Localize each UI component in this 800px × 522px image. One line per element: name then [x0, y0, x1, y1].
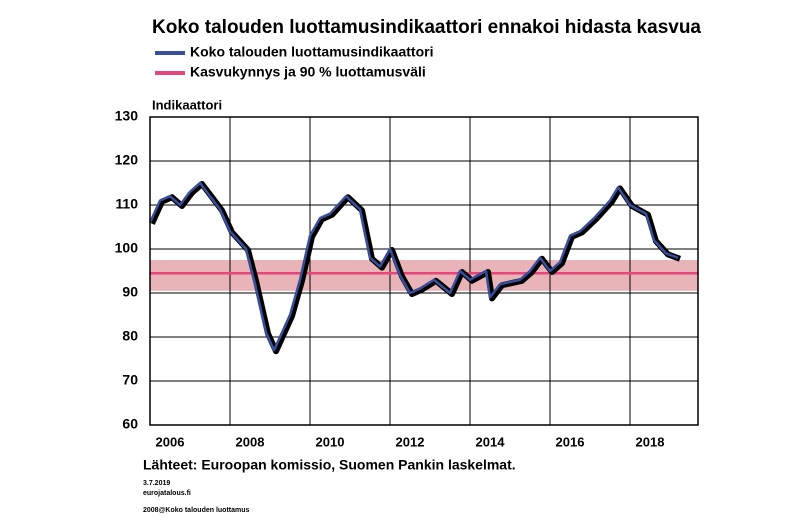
- y-axis-label: Indikaattori: [152, 97, 222, 112]
- line: [148, 181, 679, 352]
- y-tick-label: 90: [122, 284, 138, 300]
- y-tick-label: 110: [115, 196, 138, 212]
- y-tick-label: 120: [115, 152, 139, 168]
- y-tick-label: 100: [115, 240, 139, 256]
- source: Lähteet: Euroopan komissio, Suomen Panki…: [143, 457, 516, 473]
- x-tick-label: 2014: [476, 434, 506, 449]
- legend-label: Kasvukynnys ja 90 % luottamusväli: [190, 64, 426, 80]
- x-tick-label: 2012: [396, 434, 425, 449]
- footnote: 2008@Koko talouden luottamus: [143, 507, 250, 514]
- x-tick-label: 2018: [636, 434, 665, 449]
- x-tick-label: 2010: [316, 434, 345, 449]
- footnote: 3.7.2019: [143, 480, 170, 487]
- x-tick-label: 2008: [236, 434, 265, 449]
- y-tick-label: 70: [122, 372, 138, 388]
- x-tick-label: 2006: [156, 434, 185, 449]
- chart-title: Koko talouden luottamusindikaattori enna…: [152, 17, 701, 38]
- y-tick-label: 60: [122, 416, 138, 432]
- legend-label: Koko talouden luottamusindikaattori: [190, 44, 433, 60]
- y-tick-label: 130: [115, 108, 139, 124]
- footnote: eurojatalous.fi: [143, 490, 191, 497]
- y-tick-label: 80: [122, 328, 138, 344]
- plot-frame: [149, 116, 699, 426]
- x-tick-label: 2016: [556, 434, 585, 449]
